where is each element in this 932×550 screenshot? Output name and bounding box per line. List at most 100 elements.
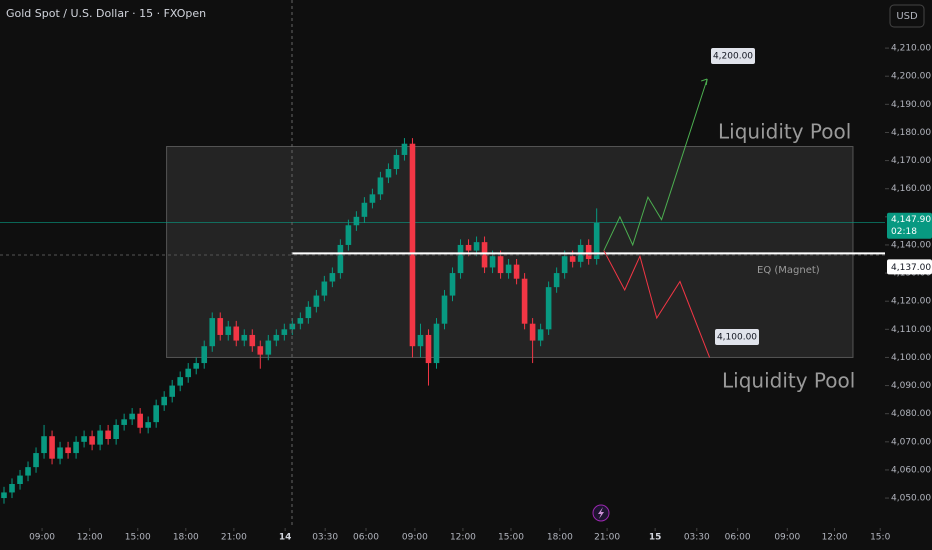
y-tick-label: 4,190.00: [891, 100, 931, 110]
candle-body: [225, 326, 232, 335]
candle-body: [545, 287, 552, 330]
candle-body: [497, 256, 504, 274]
projection-arrow: [701, 78, 708, 86]
candle-body: [265, 340, 272, 355]
candle-body: [9, 484, 15, 493]
candle-body: [529, 323, 536, 341]
candle-body: [481, 242, 488, 268]
candle-body: [145, 422, 151, 428]
candle-body: [97, 430, 103, 445]
x-tick-label: 03:30: [312, 533, 338, 543]
projection-path: [603, 250, 711, 358]
candle-body: [433, 323, 440, 364]
candle-body: [153, 405, 159, 423]
candle-body: [121, 419, 127, 425]
x-tick-label: 03:30: [684, 533, 710, 543]
currency[interactable]: USD: [896, 11, 918, 22]
candle-body: [457, 244, 464, 274]
candle-body: [465, 244, 472, 251]
x-tick-label: 12:00: [822, 533, 848, 543]
candle-body: [449, 273, 456, 296]
candle-body: [441, 295, 448, 324]
candle-body: [385, 169, 392, 178]
candle-body: [233, 326, 240, 341]
x-tick-label: 06:00: [725, 533, 751, 543]
candle-body: [49, 436, 55, 459]
candle-body: [185, 368, 192, 378]
candle-body: [169, 385, 175, 397]
candle-body: [241, 334, 248, 341]
y-tick-label: 4,160.00: [891, 184, 931, 194]
x-tick-label: 09:00: [29, 533, 55, 543]
x-tick-label: 12:00: [77, 533, 103, 543]
y-tick-label: 4,100.00: [891, 353, 931, 363]
candle-body: [73, 441, 79, 454]
candle-body: [273, 334, 280, 341]
y-tick-label: 4,070.00: [891, 437, 931, 447]
eq-tag-label: 4,137.00: [891, 263, 931, 273]
candle-body: [377, 177, 384, 195]
range-box: [166, 146, 854, 358]
candle-body: [177, 377, 184, 386]
candle-body: [33, 453, 39, 468]
target-label: 4,100.00: [717, 333, 757, 343]
eq-tag: [887, 259, 932, 275]
candle-body: [25, 467, 31, 476]
candle-body: [409, 143, 416, 347]
candle-body: [137, 413, 143, 428]
y-tick-label: 4,050.00: [891, 494, 931, 504]
candle-body: [401, 143, 408, 155]
candle-body: [105, 430, 111, 440]
last-price-tag: [887, 212, 932, 239]
y-tick-label: 4,180.00: [891, 128, 931, 138]
target-label: 4,200.00: [713, 52, 753, 62]
x-tick-label: 18:00: [173, 533, 199, 543]
candle-body: [161, 396, 167, 406]
x-tick-label: 15: [649, 533, 662, 543]
eq-name: EQ (Magnet): [757, 265, 820, 276]
y-tick-label: 4,090.00: [891, 381, 931, 391]
candle-body: [297, 318, 304, 324]
candle-body: [41, 436, 47, 454]
zone-label-bottom: Liquidity Pool: [722, 369, 855, 393]
y-tick-label: 4,120.00: [891, 297, 931, 307]
candle-body: [353, 216, 360, 226]
candle-body: [513, 264, 520, 279]
candle-body: [537, 329, 544, 341]
candle-body: [393, 154, 400, 170]
candle-body: [473, 242, 480, 251]
y-tick-label: 4,140.00: [891, 240, 931, 250]
x-tick-label: 09:00: [402, 533, 428, 543]
candle-body: [81, 436, 87, 442]
candle-body: [113, 424, 119, 440]
candle-body: [313, 295, 320, 307]
last-price-label: 4,147.90: [891, 215, 931, 225]
event-bolt: [598, 507, 604, 519]
candle-body: [561, 256, 568, 274]
candle-body: [569, 256, 576, 262]
target-box: [715, 329, 759, 345]
candle-body: [321, 281, 328, 296]
zone-label-top: Liquidity Pool: [718, 120, 851, 144]
candle-body: [305, 306, 312, 319]
candle-body: [65, 447, 71, 454]
currency-button[interactable]: [889, 4, 925, 28]
candle-body: [585, 244, 592, 260]
x-tick-label: 15:00: [498, 533, 524, 543]
candle-body: [129, 413, 135, 420]
candle-body: [217, 318, 224, 335]
candle-body: [249, 334, 256, 347]
x-tick-label: 06:00: [353, 533, 379, 543]
candle-body: [89, 436, 95, 445]
candle-body: [17, 475, 23, 485]
x-tick-label: 15:00: [125, 533, 151, 543]
candle-body: [1, 492, 7, 499]
x-tick-label: 12:00: [450, 533, 476, 543]
candle-body: [521, 278, 528, 324]
candle-body: [489, 256, 496, 268]
candle-body: [417, 334, 424, 347]
x-tick-label: 21:00: [221, 533, 247, 543]
target-box: [711, 48, 755, 64]
